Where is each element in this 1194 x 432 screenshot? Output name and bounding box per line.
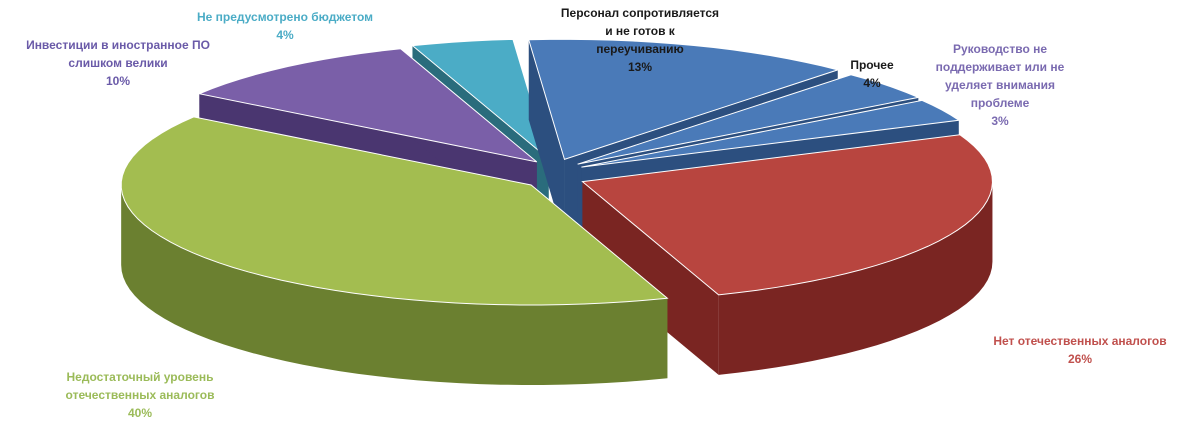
slice-label-text: Персонал сопротивляется и не готов к пер…: [560, 6, 720, 56]
slice-label-percent: 10%: [105, 74, 131, 88]
slice-side-wall: [582, 181, 719, 375]
slice-label-percent: 13%: [627, 60, 653, 74]
slice-label-percent: 40%: [127, 406, 153, 420]
slice-label-text: Не предусмотрено бюджетом: [196, 10, 374, 24]
pie-slice: [581, 99, 961, 168]
slice-label-text: Инвестиции в иностранное ПО слишком вели…: [26, 38, 210, 70]
slice-label-percent: 26%: [1067, 352, 1093, 366]
slice-outer-wall: [121, 185, 668, 385]
pie-slice: [528, 38, 840, 160]
slice-side-wall: [528, 39, 565, 240]
slice-outer-wall: [718, 181, 993, 375]
slice-label-text: Прочее: [850, 58, 894, 72]
pie-slice: [411, 38, 550, 161]
pie-slice: [197, 48, 538, 163]
slice-label-percent: 4%: [863, 76, 881, 90]
pie-slice: [120, 116, 669, 306]
slice-label-percent: 4%: [276, 28, 294, 42]
pie-slice: [577, 74, 921, 165]
pie-slice: [581, 134, 993, 296]
slice-label-text: Недостаточный уровень отечественных анал…: [65, 370, 215, 402]
slice-label-text: Нет отечественных аналогов: [993, 334, 1167, 348]
slice-label-text: Руководство не поддерживает или не уделя…: [935, 42, 1065, 110]
slice-label-percent: 3%: [991, 114, 1009, 128]
